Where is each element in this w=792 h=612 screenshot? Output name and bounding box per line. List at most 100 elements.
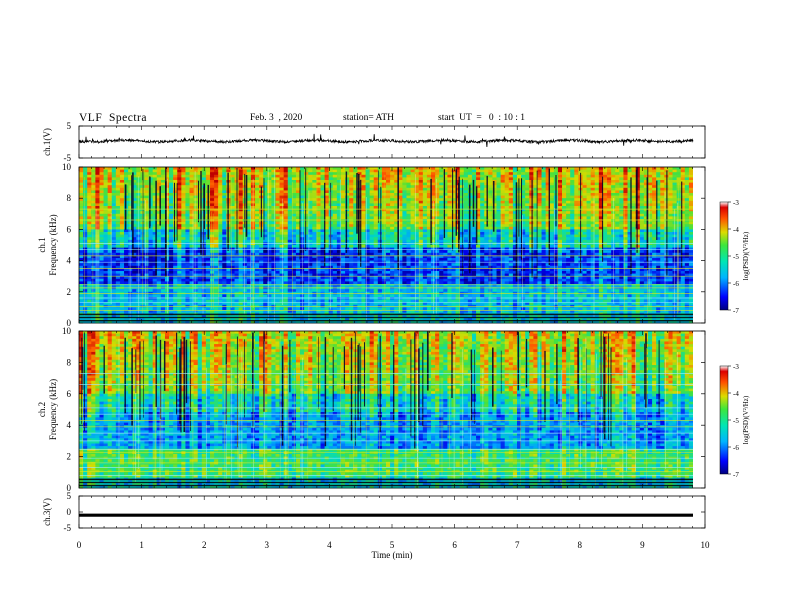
spectrogram-cell bbox=[332, 239, 338, 243]
spectrogram-cell bbox=[279, 239, 285, 243]
spectrogram-cell bbox=[496, 211, 502, 215]
spectrogram-cell bbox=[500, 172, 506, 176]
spectrogram-cell bbox=[340, 182, 346, 186]
spectrogram-cell bbox=[562, 232, 567, 235]
spectrogram-cell bbox=[394, 174, 399, 178]
spectrogram-cell bbox=[271, 169, 276, 173]
spectrogram-cell bbox=[353, 234, 358, 238]
spectrogram-cell bbox=[365, 237, 371, 241]
spectrogram-cell bbox=[209, 239, 215, 243]
spectrogram-cell bbox=[111, 200, 117, 204]
spectrogram-cell bbox=[549, 195, 555, 199]
spectrogram-cell bbox=[95, 180, 100, 183]
spectrogram-cell bbox=[390, 211, 395, 215]
spectrogram-cell bbox=[627, 180, 632, 183]
spectrogram-cell bbox=[83, 221, 88, 225]
spectrogram-cell bbox=[119, 187, 125, 191]
spectrogram-cell bbox=[279, 232, 285, 235]
spectrogram-cell bbox=[275, 172, 280, 176]
spectrogram-cell bbox=[279, 200, 285, 204]
spectrogram-cell bbox=[410, 185, 416, 189]
spectrogram-cell bbox=[586, 200, 592, 204]
spectrogram-cell bbox=[160, 213, 166, 217]
spectrogram-cell bbox=[361, 226, 366, 230]
spectrogram-cell bbox=[295, 226, 301, 230]
spectrogram-cell bbox=[189, 172, 195, 176]
spectrogram-cell bbox=[607, 182, 612, 186]
spectrogram-cell bbox=[156, 169, 162, 173]
spectrogram-cell bbox=[406, 203, 411, 207]
spectrogram-cell bbox=[156, 195, 162, 199]
spectrogram-cell bbox=[353, 187, 358, 191]
spectrogram-cell bbox=[349, 172, 354, 176]
spectrogram-cell bbox=[205, 247, 211, 251]
spectrogram-cell bbox=[336, 224, 342, 228]
spectrogram-cell bbox=[406, 190, 411, 194]
spectrogram-cell bbox=[312, 224, 317, 228]
spectrogram-cell bbox=[365, 239, 371, 243]
spectrogram-cell bbox=[688, 242, 694, 246]
spectrogram-cell bbox=[132, 208, 137, 212]
spectrogram-cell bbox=[590, 232, 596, 235]
ch1-waveform-ylabel: ch.1(V) bbox=[42, 128, 52, 156]
spectrogram-cell bbox=[672, 208, 678, 212]
spectrogram-cell bbox=[99, 245, 104, 248]
spectrogram-cell bbox=[476, 234, 481, 238]
spectrogram-cell bbox=[373, 229, 379, 233]
spectrogram-cell bbox=[205, 167, 211, 170]
spectrogram-cell bbox=[480, 208, 485, 212]
spectrogram-cell bbox=[291, 247, 297, 251]
spectrogram-cell bbox=[471, 229, 477, 233]
spectrogram-cell bbox=[132, 221, 137, 225]
spectrogram-cell bbox=[156, 232, 162, 235]
spectrogram-cell bbox=[320, 193, 325, 196]
spectrogram-cell bbox=[173, 208, 178, 212]
spectrogram-cell bbox=[124, 167, 129, 170]
spectrogram-cell bbox=[431, 247, 436, 251]
spectrogram-cell bbox=[255, 206, 260, 209]
spectrogram-cell bbox=[639, 195, 645, 199]
spectrogram-cell bbox=[615, 185, 620, 189]
spectrogram-cell bbox=[459, 198, 465, 202]
spectrogram-cell bbox=[361, 200, 366, 204]
spectrogram-cell bbox=[99, 229, 104, 233]
spectrogram-cell bbox=[684, 187, 690, 191]
spectrogram-cell bbox=[566, 172, 571, 176]
spectrogram-cell bbox=[361, 245, 366, 248]
spectrogram-cell bbox=[525, 208, 530, 212]
spectrogram-cell bbox=[627, 182, 632, 186]
spectrogram-cell bbox=[664, 167, 669, 170]
spectrogram-cell bbox=[402, 177, 407, 181]
spectrogram-cell bbox=[386, 185, 391, 189]
spectrogram-cell bbox=[676, 182, 682, 186]
spectrogram-cell bbox=[308, 221, 313, 225]
spectrogram-cell bbox=[643, 213, 649, 217]
spectrogram-cell bbox=[160, 239, 166, 243]
spectrogram-cell bbox=[627, 203, 632, 207]
spectrogram-cell bbox=[623, 174, 628, 178]
spectrogram-cell bbox=[189, 247, 195, 251]
spectrogram-cell bbox=[451, 182, 456, 186]
spectrogram-cell bbox=[545, 242, 551, 246]
spectrogram-cell bbox=[107, 200, 113, 204]
spectrogram-cell bbox=[169, 172, 174, 176]
spectrogram-cell bbox=[480, 213, 485, 217]
spectrogram-cell bbox=[455, 224, 461, 228]
spectrogram-cell bbox=[684, 234, 690, 238]
spectrogram-cell bbox=[574, 216, 579, 220]
spectrogram-cell bbox=[402, 180, 407, 183]
spectrogram-cell bbox=[521, 224, 526, 228]
spectrogram-cell bbox=[295, 239, 301, 243]
spectrogram-cell bbox=[476, 211, 481, 215]
spectrogram-cell bbox=[295, 211, 301, 215]
spectrogram-cell bbox=[287, 177, 293, 181]
spectrogram-cell bbox=[508, 177, 514, 181]
spectrogram-cell bbox=[607, 219, 612, 222]
spectrogram-cell bbox=[87, 172, 92, 176]
spectrogram-cell bbox=[79, 185, 84, 189]
spectrogram-cell bbox=[615, 229, 620, 233]
spectrogram-cell bbox=[128, 185, 133, 189]
spectrogram-cell bbox=[324, 172, 330, 176]
spectrogram-cell bbox=[91, 203, 96, 207]
spectrogram-cell bbox=[95, 250, 100, 254]
